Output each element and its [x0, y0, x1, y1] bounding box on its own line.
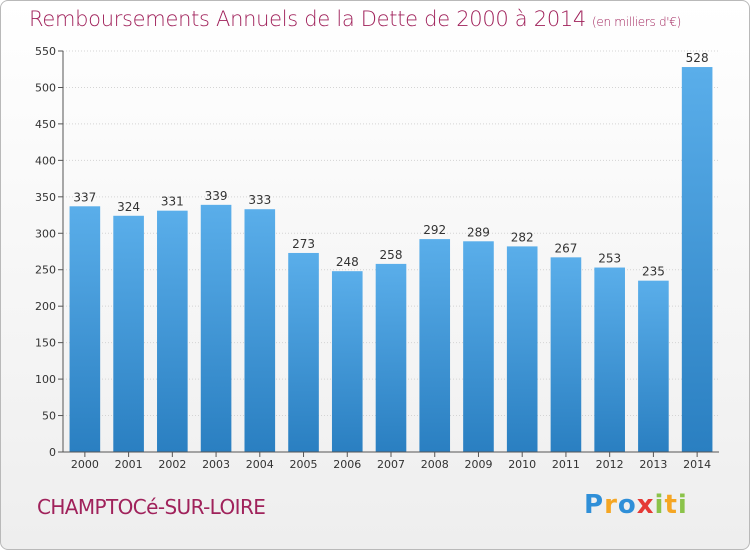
value-label-2014: 528 — [686, 51, 709, 65]
logo-letter: P — [584, 490, 605, 520]
y-tick-label: 50 — [42, 410, 56, 423]
chart-title-text: Remboursements Annuels de la Dette de 20… — [29, 7, 586, 31]
x-tick-label-2003: 2003 — [202, 458, 230, 471]
bar-2004 — [244, 209, 276, 452]
bar-2006 — [331, 271, 363, 452]
logo-letter: i — [654, 490, 665, 520]
axis-layer: 0 50 100 150 200 250 300 350 400 450 500 550 2000 200… — [35, 45, 719, 471]
y-tick-label: 250 — [35, 264, 56, 277]
value-label-2005: 273 — [292, 237, 315, 251]
bar-2000 — [69, 206, 101, 452]
bar-2005 — [288, 252, 319, 452]
value-label-2011: 267 — [554, 241, 577, 255]
bar-2003 — [200, 204, 232, 452]
y-tick-label: 450 — [35, 118, 56, 131]
chart-title: Remboursements Annuels de la Dette de 20… — [29, 7, 681, 31]
x-tick-label-2009: 2009 — [464, 458, 492, 471]
x-tick-label-2014: 2014 — [683, 458, 711, 471]
value-label-2013: 235 — [642, 265, 665, 279]
value-label-2000: 337 — [73, 190, 96, 204]
value-label-2003: 339 — [205, 189, 228, 203]
x-tick-label-2008: 2008 — [421, 458, 449, 471]
value-label-2006: 248 — [336, 255, 359, 269]
bar-2002 — [157, 210, 188, 452]
value-label-2004: 333 — [248, 193, 271, 207]
x-tick-label-2010: 2010 — [508, 458, 536, 471]
bar-2007 — [375, 263, 407, 452]
x-tick-label-2001: 2001 — [115, 458, 143, 471]
x-tick-label-2005: 2005 — [290, 458, 318, 471]
x-tick-label-2002: 2002 — [158, 458, 186, 471]
y-tick-label: 150 — [35, 337, 56, 350]
value-label-2012: 253 — [598, 252, 621, 266]
value-label-2002: 331 — [161, 195, 184, 209]
commune-name: CHAMPTOCé-SUR-LOIRE — [37, 495, 266, 519]
proxiti-logo: Proxiti — [584, 490, 688, 520]
bar-2008 — [419, 239, 451, 452]
bar-layer: 337 324 331 339 333 273 248 258 292 289 282 267 253 2… — [69, 51, 713, 452]
value-label-2007: 258 — [380, 248, 403, 262]
y-tick-label: 550 — [35, 45, 56, 58]
bar-2014 — [681, 67, 713, 452]
value-label-2010: 282 — [511, 230, 534, 244]
x-tick-label-2000: 2000 — [71, 458, 99, 471]
x-tick-label-2013: 2013 — [639, 458, 667, 471]
x-tick-label-2004: 2004 — [246, 458, 274, 471]
logo-letter: r — [604, 490, 618, 520]
value-label-2008: 292 — [423, 223, 446, 237]
y-tick-label: 500 — [35, 81, 56, 94]
bar-2011 — [550, 257, 582, 452]
x-tick-label-2007: 2007 — [377, 458, 405, 471]
y-tick-label: 100 — [35, 373, 56, 386]
logo-letter: x — [636, 490, 655, 520]
logo-letter: i — [677, 490, 688, 520]
y-tick-label: 300 — [35, 227, 56, 240]
logo-letter: t — [664, 490, 678, 520]
bar-2009 — [463, 241, 494, 452]
bar-2001 — [113, 215, 144, 452]
x-tick-label-2011: 2011 — [552, 458, 580, 471]
x-tick-label-2006: 2006 — [333, 458, 361, 471]
bar-2012 — [594, 267, 625, 452]
bar-2010 — [506, 246, 538, 452]
y-tick-label: 400 — [35, 154, 56, 167]
bar-2013 — [638, 280, 669, 452]
value-label-2009: 289 — [467, 225, 490, 239]
value-label-2001: 324 — [117, 200, 140, 214]
chart-unit-note: (en milliers d'€) — [592, 15, 682, 29]
logo-letter: o — [617, 490, 637, 520]
y-tick-label: 0 — [49, 446, 56, 459]
y-tick-label: 350 — [35, 191, 56, 204]
y-tick-label: 200 — [35, 300, 56, 313]
x-tick-label-2012: 2012 — [596, 458, 624, 471]
